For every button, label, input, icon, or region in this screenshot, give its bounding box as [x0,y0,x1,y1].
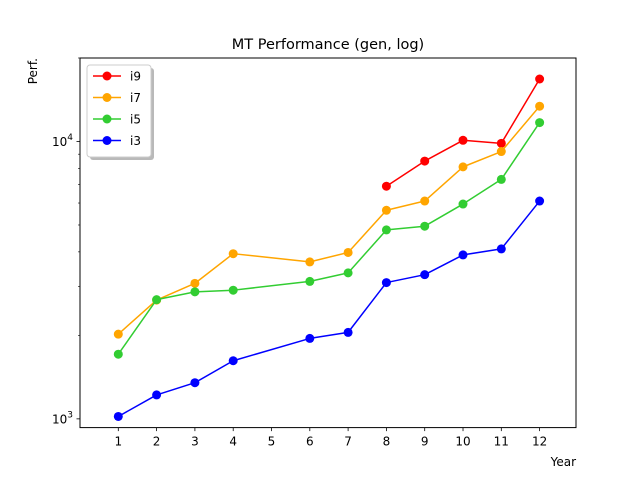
data-point [458,162,468,172]
legend-label: i3 [130,134,141,148]
data-point [228,249,238,259]
x-tick-label: 1 [114,435,122,449]
data-point [496,174,506,184]
data-point [305,257,315,267]
y-axis-label: Perf. [26,58,40,84]
data-point [496,138,506,148]
x-tick-label: 2 [153,435,161,449]
data-point [343,268,353,278]
data-point [113,329,123,339]
data-point [381,225,391,235]
data-point [152,295,162,305]
data-point [113,349,123,359]
legend-label: i9 [130,70,141,84]
x-tick-label: 7 [344,435,352,449]
data-point [458,250,468,260]
data-point [381,181,391,191]
legend-marker [102,136,112,145]
series-layer [113,74,545,421]
data-point [458,135,468,145]
x-tick-label: 12 [532,435,547,449]
y-axis: 103 104 [52,57,80,426]
series-i9 [381,74,545,191]
data-point [381,205,391,215]
legend-label: i7 [130,91,141,105]
chart-title: MT Performance (gen, log) [232,37,424,53]
data-point [420,221,430,231]
x-axis: 1 2 3 4 5 6 7 8 9 10 11 12 [114,427,547,449]
data-point [113,411,123,421]
legend: i9 i7 i5 i3 [86,64,154,160]
x-tick-label: 8 [383,435,391,449]
data-point [152,390,162,400]
y-tick-label: 103 [52,410,73,426]
series-i7 [113,101,545,339]
data-point [458,199,468,209]
x-tick-label: 3 [191,435,199,449]
x-axis-label: Year [550,455,576,469]
legend-marker [102,114,112,124]
data-point [343,247,353,257]
data-point [496,244,506,254]
data-point [420,196,430,206]
legend-marker [102,93,112,102]
data-point [420,156,430,166]
legend-entry-i9: i9 [93,70,141,84]
x-tick-label: 5 [268,435,276,449]
axes-frame [79,57,577,429]
data-point [496,147,506,157]
series-i5 [113,118,545,359]
data-point [190,278,200,288]
data-point [228,356,238,366]
data-point [535,74,545,84]
x-tick-label: 6 [306,435,314,449]
x-tick-label: 10 [455,435,470,449]
data-point [420,270,430,280]
x-tick-label: 11 [494,435,509,449]
y-tick-label: 104 [52,133,73,149]
legend-entry-i5: i5 [93,113,141,127]
data-point [381,278,391,288]
data-point [535,101,545,111]
legend-box [86,64,152,158]
data-point [535,118,545,128]
legend-entry-i7: i7 [93,91,141,105]
legend-label: i5 [130,113,141,127]
series-i3 [113,196,545,421]
plot-area [79,57,577,429]
data-point [305,276,315,286]
x-tick-label: 9 [421,435,429,449]
data-point [228,285,238,295]
data-point [535,196,545,206]
legend-entry-i3: i3 [93,134,141,148]
data-point [305,333,315,343]
x-tick-label: 4 [229,435,237,449]
data-point [190,287,200,297]
data-point [190,378,200,388]
data-point [343,327,353,337]
legend-marker [102,71,112,81]
